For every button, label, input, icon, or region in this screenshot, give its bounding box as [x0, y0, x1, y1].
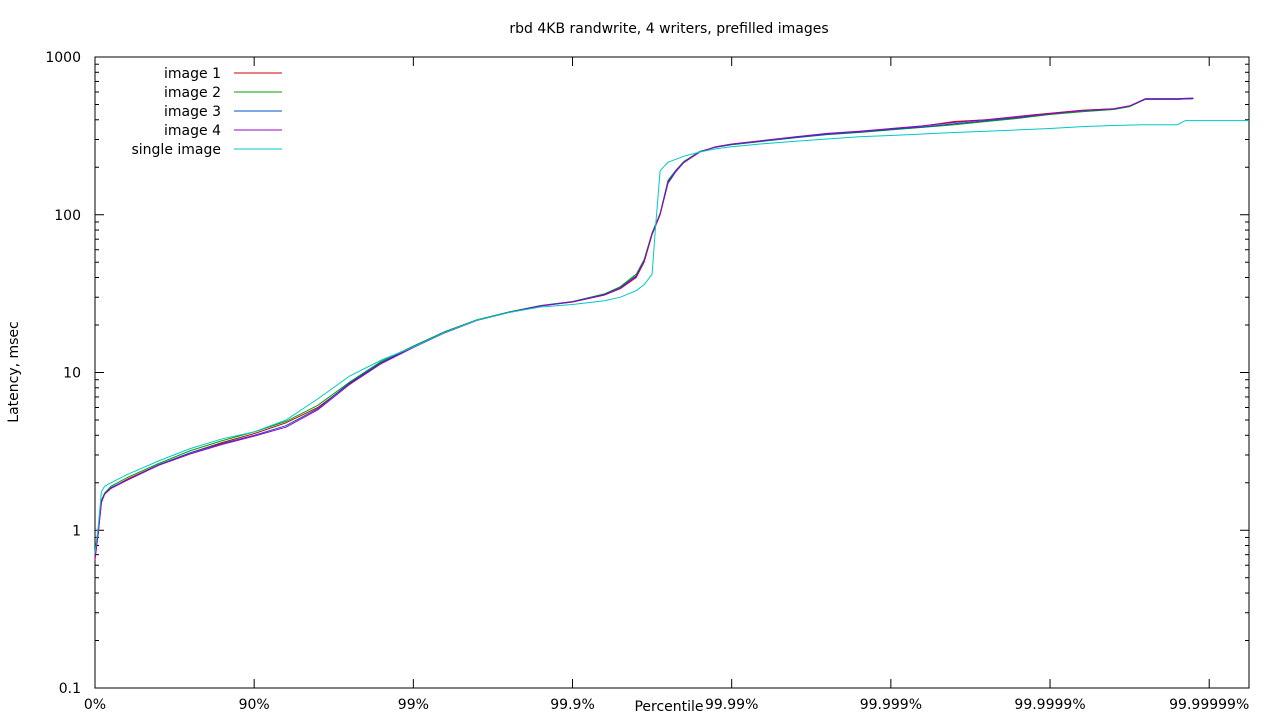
y-tick-label: 0.1 — [59, 681, 81, 697]
legend-label: image 2 — [164, 85, 221, 101]
x-tick-label: 99.99999% — [1169, 697, 1249, 713]
x-tick-label: 99.9% — [550, 697, 594, 713]
legend: image 1 image 2 image 3 image 4 single image — [131, 66, 282, 158]
y-tick-label: 10 — [63, 366, 81, 382]
legend-label: image 4 — [164, 123, 221, 139]
x-tick-label: 99% — [398, 697, 429, 713]
x-axis-ticks: 0% 90% 99% 99.9% 99.99% 99.999% 99.9999% 99.999… — [84, 57, 1249, 713]
legend-label: image 3 — [164, 104, 221, 120]
series-line-single-image — [94, 120, 1249, 553]
y-tick-label: 1 — [72, 523, 81, 539]
series-line-image-4 — [94, 97, 1194, 559]
y-axis-ticks: 0.1 1 10 100 1000 — [45, 50, 1249, 697]
chart-title: rbd 4KB randwrite, 4 writers, prefilled … — [509, 21, 828, 37]
legend-label: image 1 — [164, 66, 221, 82]
y-tick-label: 1000 — [45, 50, 81, 66]
x-tick-label: 99.999% — [860, 697, 922, 713]
x-tick-label: 0% — [84, 697, 106, 713]
x-tick-label: 90% — [239, 697, 270, 713]
series-line-image-2 — [94, 98, 1194, 555]
legend-label: single image — [131, 142, 221, 158]
y-tick-label: 100 — [54, 208, 81, 224]
x-tick-label: 99.9999% — [1014, 697, 1085, 713]
series-line-image-1 — [94, 98, 1194, 560]
series-line-image-3 — [94, 98, 1194, 557]
plot-area-frame — [94, 56, 1250, 689]
x-tick-label: 99.99% — [705, 697, 758, 713]
y-axis-title: Latency, msec — [6, 321, 22, 422]
x-axis-title: Percentile — [634, 699, 703, 715]
series-lines — [94, 97, 1249, 560]
